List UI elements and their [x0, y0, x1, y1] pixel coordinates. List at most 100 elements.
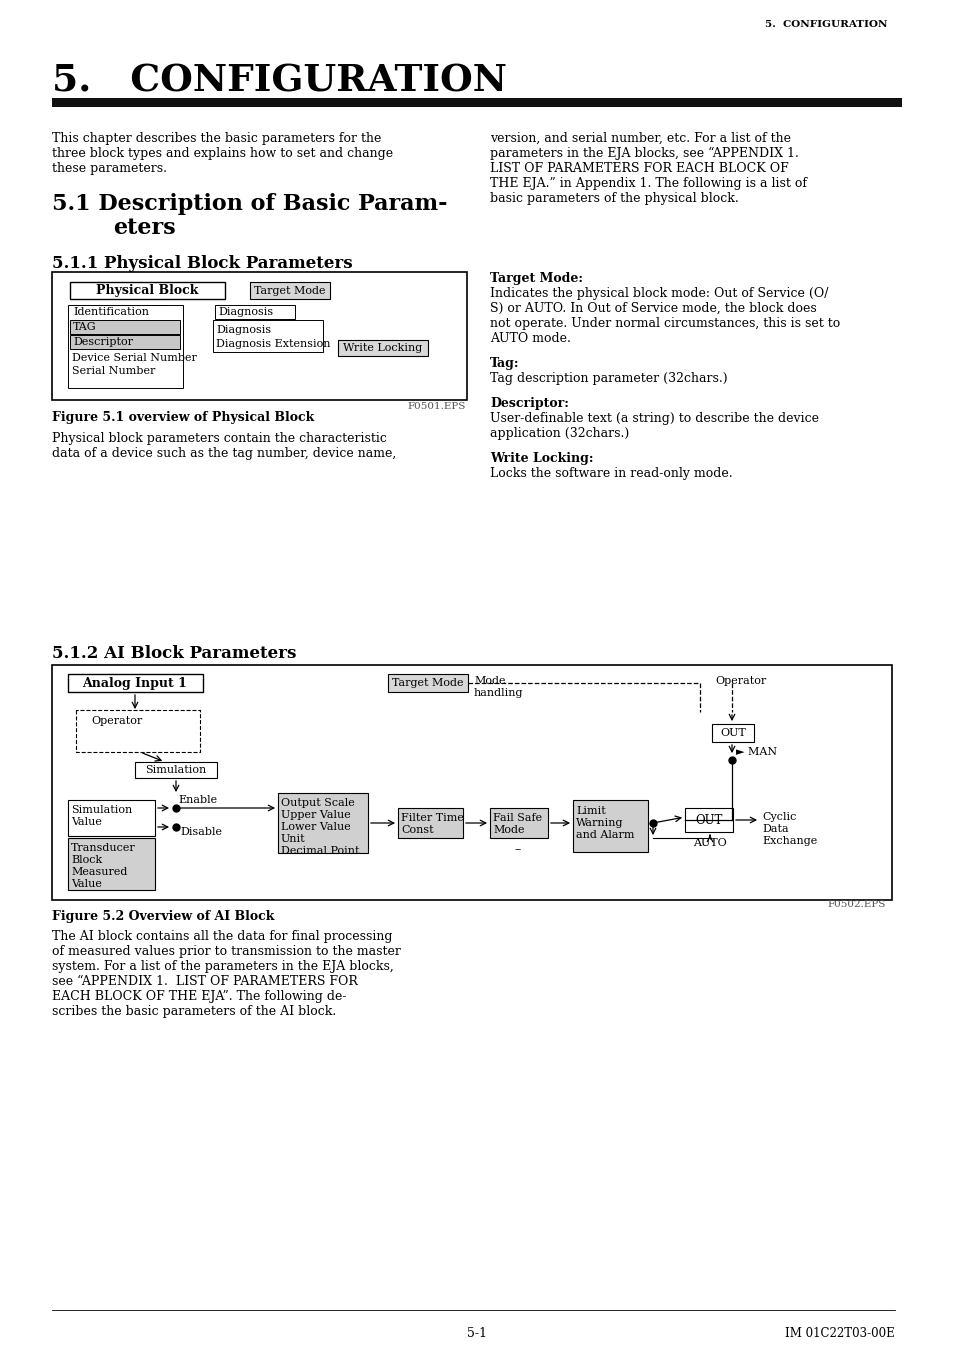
Text: version, and serial number, etc. For a list of the: version, and serial number, etc. For a l… [490, 132, 790, 145]
Bar [52, 665, 891, 900]
Text: Transducer: Transducer [71, 843, 135, 852]
Text: Exchange: Exchange [761, 836, 817, 846]
Bar [711, 724, 753, 742]
Text: three block types and explains how to set and change: three block types and explains how to se… [52, 147, 393, 159]
Text: Descriptor: Descriptor [73, 336, 132, 347]
Text: TAG: TAG [73, 322, 96, 332]
Text: and Alarm: and Alarm [576, 830, 634, 840]
Text: Unit: Unit [281, 834, 305, 844]
Bar [68, 838, 154, 890]
Text: IM 01C22T03-00E: IM 01C22T03-00E [784, 1327, 894, 1340]
Bar [397, 808, 462, 838]
Bar [490, 808, 547, 838]
Text: 5-1: 5-1 [467, 1327, 486, 1340]
Text: Mode: Mode [474, 676, 505, 686]
Text: Block: Block [71, 855, 102, 865]
Text: 5.1.1 Physical Block Parameters: 5.1.1 Physical Block Parameters [52, 255, 353, 272]
Bar [214, 305, 294, 319]
Text: Operator: Operator [91, 716, 142, 725]
Bar [573, 800, 647, 852]
Text: 5.  CONFIGURATION: 5. CONFIGURATION [764, 20, 886, 28]
Text: Data: Data [761, 824, 788, 834]
Text: S) or AUTO. In Out of Service mode, the block does: S) or AUTO. In Out of Service mode, the … [490, 303, 816, 315]
Text: Target Mode:: Target Mode: [490, 272, 582, 285]
Text: Figure 5.1 overview of Physical Block: Figure 5.1 overview of Physical Block [52, 411, 314, 424]
Text: see “APPENDIX 1.  LIST OF PARAMETERS FOR: see “APPENDIX 1. LIST OF PARAMETERS FOR [52, 975, 357, 988]
Text: 5.1 Description of Basic Param-: 5.1 Description of Basic Param- [52, 193, 447, 215]
Bar [250, 282, 330, 299]
Bar [70, 305, 170, 319]
Text: system. For a list of the parameters in the EJA blocks,: system. For a list of the parameters in … [52, 961, 394, 973]
Text: Diagnosis Extension: Diagnosis Extension [215, 339, 330, 349]
Text: data of a device such as the tag number, device name,: data of a device such as the tag number,… [52, 447, 395, 459]
Text: Locks the software in read-only mode.: Locks the software in read-only mode. [490, 467, 732, 480]
Text: application (32chars.): application (32chars.) [490, 427, 629, 440]
Text: Tag description parameter (32chars.): Tag description parameter (32chars.) [490, 372, 727, 385]
Text: Diagnosis: Diagnosis [218, 307, 273, 317]
Bar [70, 320, 180, 334]
Text: Physical Block: Physical Block [96, 284, 198, 297]
Text: Write Locking: Write Locking [343, 343, 422, 353]
Text: OUT: OUT [695, 813, 722, 827]
Bar [68, 800, 154, 836]
Text: Output Scale: Output Scale [281, 798, 355, 808]
Text: Limit: Limit [576, 807, 605, 816]
Text: THE EJA.” in Appendix 1. The following is a list of: THE EJA.” in Appendix 1. The following i… [490, 177, 806, 190]
Bar [52, 272, 467, 400]
Text: EACH BLOCK OF THE EJA”. The following de-: EACH BLOCK OF THE EJA”. The following de… [52, 990, 346, 1002]
Text: Diagnosis: Diagnosis [215, 326, 271, 335]
Text: Lower Value: Lower Value [281, 821, 351, 832]
Text: Value: Value [71, 817, 102, 827]
Text: Decimal Point: Decimal Point [281, 846, 359, 857]
Bar [52, 99, 901, 107]
Bar [213, 320, 323, 353]
Text: Simulation: Simulation [145, 765, 207, 775]
Text: Target Mode: Target Mode [254, 285, 325, 296]
Text: Enable: Enable [178, 794, 217, 805]
Text: Simulation: Simulation [71, 805, 132, 815]
Text: Target Mode: Target Mode [392, 678, 463, 688]
Text: LIST OF PARAMETERS FOR EACH BLOCK OF: LIST OF PARAMETERS FOR EACH BLOCK OF [490, 162, 788, 176]
Text: Cyclic: Cyclic [761, 812, 796, 821]
Text: ► MAN: ► MAN [735, 747, 777, 757]
Text: Upper Value: Upper Value [281, 811, 351, 820]
Text: OUT: OUT [720, 728, 745, 738]
Text: 5.   CONFIGURATION: 5. CONFIGURATION [52, 62, 506, 99]
Text: AUTO mode.: AUTO mode. [490, 332, 570, 345]
Text: Warning: Warning [576, 817, 623, 828]
Text: basic parameters of the physical block.: basic parameters of the physical block. [490, 192, 738, 205]
Text: Figure 5.2 Overview of AI Block: Figure 5.2 Overview of AI Block [52, 911, 274, 923]
Text: User-definable text (a string) to describe the device: User-definable text (a string) to descri… [490, 412, 818, 426]
Text: F0502.EPS: F0502.EPS [827, 900, 885, 909]
Text: Physical block parameters contain the characteristic: Physical block parameters contain the ch… [52, 432, 387, 444]
Text: these parameters.: these parameters. [52, 162, 167, 176]
Text: Measured: Measured [71, 867, 128, 877]
Text: Tag:: Tag: [490, 357, 519, 370]
Text: scribes the basic parameters of the AI block.: scribes the basic parameters of the AI b… [52, 1005, 335, 1019]
Bar [388, 674, 468, 692]
Bar [70, 335, 180, 349]
Text: This chapter describes the basic parameters for the: This chapter describes the basic paramet… [52, 132, 381, 145]
Text: Analog Input 1: Analog Input 1 [83, 677, 187, 689]
Bar [70, 282, 225, 299]
Text: F0501.EPS: F0501.EPS [407, 403, 465, 411]
Text: The AI block contains all the data for final processing: The AI block contains all the data for f… [52, 929, 392, 943]
Text: –: – [514, 843, 519, 857]
Text: Disable: Disable [180, 827, 222, 838]
Text: eters: eters [112, 218, 175, 239]
Bar [68, 305, 183, 388]
Bar [68, 674, 203, 692]
Text: not operate. Under normal circumstances, this is set to: not operate. Under normal circumstances,… [490, 317, 840, 330]
Bar [277, 793, 368, 852]
Text: Device Serial Number: Device Serial Number [71, 353, 196, 363]
Text: parameters in the EJA blocks, see “APPENDIX 1.: parameters in the EJA blocks, see “APPEN… [490, 147, 798, 161]
Text: 5.1.2 AI Block Parameters: 5.1.2 AI Block Parameters [52, 644, 296, 662]
Text: Indicates the physical block mode: Out of Service (O/: Indicates the physical block mode: Out o… [490, 286, 827, 300]
Bar [684, 808, 732, 832]
Text: AUTO: AUTO [692, 838, 726, 848]
Text: Filter Time: Filter Time [400, 813, 463, 823]
Text: handling: handling [474, 688, 523, 698]
Text: Fail Safe: Fail Safe [493, 813, 541, 823]
Bar [135, 762, 216, 778]
Text: Value: Value [71, 880, 102, 889]
